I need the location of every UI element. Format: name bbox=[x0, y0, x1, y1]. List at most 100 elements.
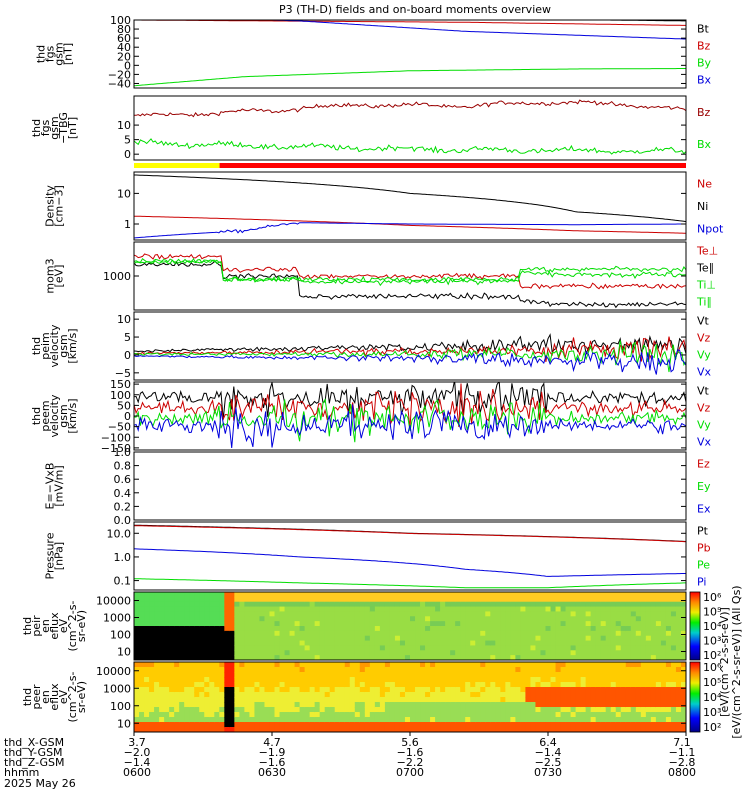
legend-pressure-0: Pt bbox=[697, 525, 709, 538]
colorbar-ion bbox=[689, 591, 701, 661]
ytick-label: −50 bbox=[108, 421, 131, 434]
panel-pressure: 10.0 1.0 0.1 Pressure[nPa] Pt Pb Pe Pi bbox=[44, 521, 711, 591]
ylabel-line: velocity bbox=[48, 324, 61, 367]
ylabel-line: peir bbox=[30, 615, 43, 637]
ytick-label: 80 bbox=[117, 23, 131, 36]
panel-frame bbox=[133, 171, 687, 241]
legend-pressure-2: Pe bbox=[697, 559, 710, 572]
legend-density-1: Ni bbox=[697, 200, 708, 213]
xtick-y: −2.0 bbox=[124, 746, 151, 759]
ylabel-line: peer bbox=[30, 684, 43, 710]
ytick-label: 10 bbox=[117, 187, 131, 200]
series-peem_velocity-2 bbox=[134, 398, 686, 443]
legend-efield-0: Ez bbox=[697, 457, 710, 470]
legend-pressure-3: Pi bbox=[697, 576, 706, 589]
ytick-label: 150 bbox=[110, 378, 131, 391]
ytick-label: 5 bbox=[124, 331, 131, 344]
colorbar-tick: 10² bbox=[703, 721, 721, 734]
legend-fgs-3: Bx bbox=[697, 74, 712, 87]
ylabel-line: gsm bbox=[53, 42, 66, 65]
mode-bar-fast bbox=[219, 163, 686, 168]
ylabel-line: (cm^2-s- bbox=[66, 672, 79, 723]
ylabel-line: [nT] bbox=[62, 43, 75, 65]
panel-peir_spec: 10000 1000 100 10 thdpeirenefluxeV(cm^2-s-sr… bbox=[21, 591, 687, 661]
ytick-label: 1.0 bbox=[114, 551, 132, 564]
series-temperature-2 bbox=[134, 257, 686, 283]
legend-fgs-2: By bbox=[697, 57, 712, 70]
ylabel-line: sr-eV) bbox=[75, 681, 88, 713]
ytick-label: 10000 bbox=[96, 595, 131, 608]
ylabel-line: peim bbox=[39, 332, 52, 360]
ytick-label: 0.4 bbox=[114, 487, 132, 500]
xaxis-row-label: 2025 May 26 bbox=[4, 777, 76, 790]
xtick-z: −2.5 bbox=[535, 756, 562, 769]
ylabel-line: [mV/m] bbox=[53, 465, 66, 506]
xtick-x: 4.7 bbox=[263, 736, 281, 749]
legend-peim_velocity-0: Vt bbox=[697, 315, 710, 328]
ylabel-line: thd bbox=[30, 407, 43, 425]
colorbar-tick: 10³ bbox=[703, 635, 721, 648]
ylabel-line: eflux bbox=[48, 612, 61, 640]
colorbar-tick: 10⁶ bbox=[703, 591, 722, 604]
legend-pressure-1: Pb bbox=[697, 542, 711, 555]
ytick-label: 0 bbox=[124, 410, 131, 423]
panel-frame bbox=[133, 19, 687, 89]
ytick-label: 0.1 bbox=[114, 575, 132, 588]
ytick-label: 10 bbox=[117, 717, 131, 730]
legend-peem_velocity-3: Vx bbox=[697, 436, 712, 449]
ylabel-line: [km/s] bbox=[66, 328, 79, 363]
colorbar-tick: 10² bbox=[703, 649, 721, 662]
ytick-label: 100 bbox=[110, 629, 131, 642]
ylabel-line: mom3 bbox=[44, 258, 57, 293]
xtick-z: −2.8 bbox=[669, 756, 696, 769]
ytick-label: 1 bbox=[124, 218, 131, 231]
series-density-1 bbox=[134, 174, 686, 223]
series-density-2 bbox=[134, 222, 686, 239]
panel-peer_spec: 10000 1000 100 10 thdpeerenefluxeV(cm^2-s-sr… bbox=[21, 661, 687, 733]
series-fgs_dtrend-0 bbox=[134, 99, 686, 118]
legend-peem_velocity-2: Vy bbox=[697, 419, 711, 432]
series-fgs_dtrend-1 bbox=[134, 138, 686, 155]
xtick-z: −2.2 bbox=[397, 756, 424, 769]
series-density-0 bbox=[134, 215, 686, 234]
ytick-label: −150 bbox=[101, 442, 131, 455]
ytick-label: −40 bbox=[108, 77, 131, 90]
ylabel-line: [cm−3] bbox=[53, 185, 66, 227]
ylabel-line: eV bbox=[57, 689, 70, 704]
ytick-label: −20 bbox=[108, 68, 131, 81]
ylabel-line: thd bbox=[35, 45, 48, 63]
ylabel-line: E=−VxB bbox=[44, 463, 57, 510]
xaxis-row-label: thd_Y-GSM bbox=[4, 746, 63, 759]
legend-efield-1: Ey bbox=[697, 480, 711, 493]
xtick-y: −1.9 bbox=[259, 746, 286, 759]
ylabel-line: thd bbox=[30, 119, 43, 137]
xtick-t: 0600 bbox=[123, 766, 151, 779]
xtick-x: 6.4 bbox=[539, 736, 557, 749]
xtick-x: 7.1 bbox=[673, 736, 691, 749]
ylabel-line: peem bbox=[39, 400, 52, 431]
legend-fgs-0: Bt bbox=[697, 23, 710, 36]
ytick-label: 0.2 bbox=[114, 500, 132, 513]
ytick-label: 100 bbox=[110, 14, 131, 27]
colorbar-tick: 10⁶ bbox=[703, 661, 722, 674]
xtick-z: −1.4 bbox=[124, 756, 151, 769]
colorbar-tick: 10⁴ bbox=[703, 620, 722, 633]
xtick-t: 0800 bbox=[668, 766, 696, 779]
ylabel-line: Pressure bbox=[44, 532, 57, 579]
colorbar-tick: 10⁵ bbox=[703, 676, 721, 689]
legend-temperature-3: Ti∥ bbox=[696, 296, 712, 309]
legend-temperature-2: Ti⊥ bbox=[696, 279, 716, 292]
ytick-label: 60 bbox=[117, 32, 131, 45]
xtick-x: 5.6 bbox=[401, 736, 419, 749]
xtick-y: −1.4 bbox=[535, 746, 562, 759]
legend-peim_velocity-2: Vy bbox=[697, 349, 711, 362]
colorbar-tick: 10⁴ bbox=[703, 691, 722, 704]
series-fgs-1 bbox=[134, 20, 686, 26]
ytick-label: −100 bbox=[101, 431, 131, 444]
series-peem_velocity-3 bbox=[134, 404, 686, 448]
